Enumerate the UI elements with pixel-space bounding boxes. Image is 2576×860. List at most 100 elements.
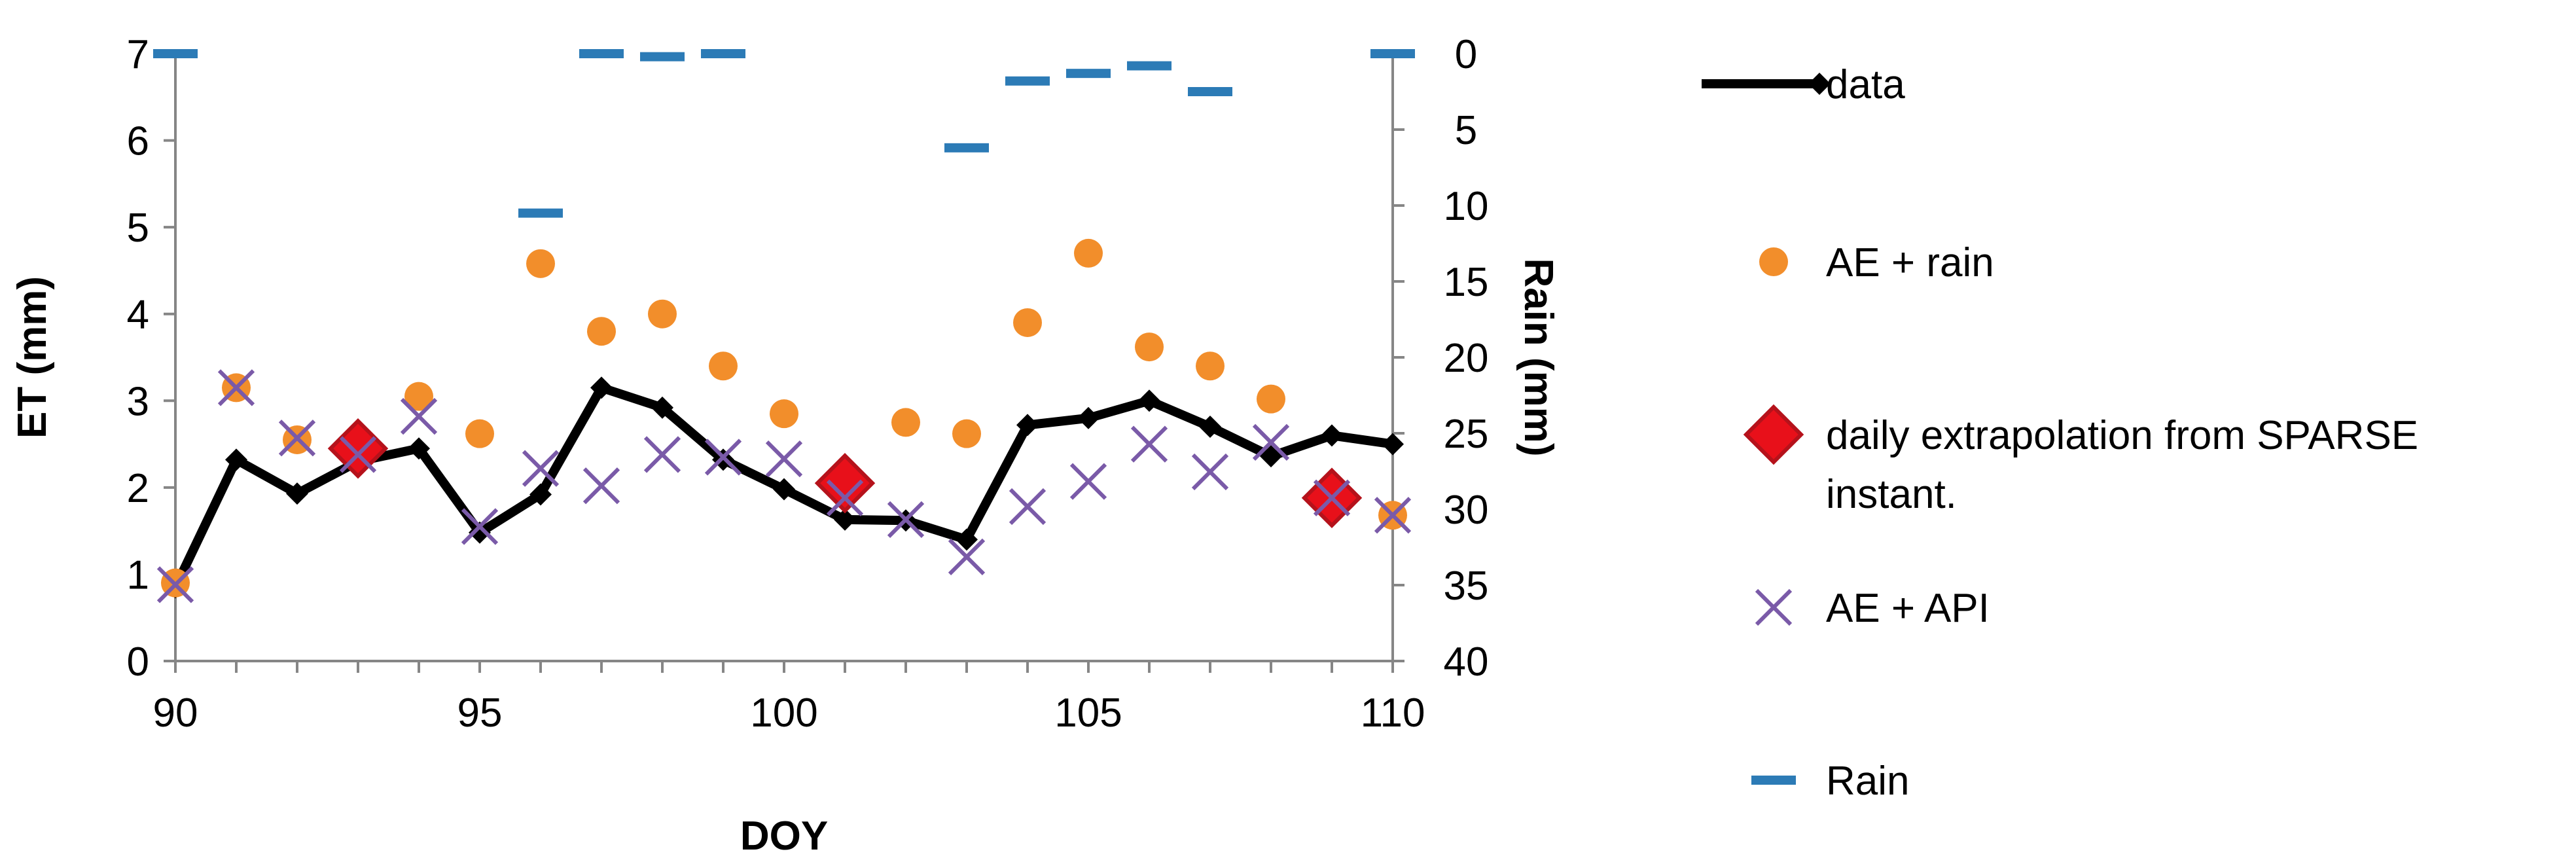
point-cross <box>826 479 864 516</box>
point-line-diamond <box>1199 416 1221 439</box>
legend-swatch-marker <box>1743 404 1804 465</box>
point-circle <box>709 351 738 381</box>
y2-tick-label: 35 <box>1444 564 1489 609</box>
point-line-diamond <box>590 376 613 399</box>
cross-stroke <box>582 467 620 505</box>
point-dash <box>640 52 685 62</box>
point-cross <box>461 508 499 545</box>
cross-stroke <box>1313 479 1351 516</box>
y2-tick-label: 15 <box>1444 260 1489 305</box>
point-cross <box>948 538 986 576</box>
x-axis-title: DOY <box>740 814 828 859</box>
point-dash <box>1127 61 1172 71</box>
point-cross <box>1252 423 1290 461</box>
y2-tick-label: 40 <box>1444 639 1489 685</box>
point-circle <box>648 299 677 329</box>
cross-stroke <box>765 440 803 478</box>
point-cross <box>278 420 316 457</box>
y-tick-label: 1 <box>127 552 149 598</box>
point-line-diamond <box>1016 414 1039 437</box>
legend-item: AE + API <box>1755 586 1990 631</box>
axes-group: 0 1 2 3 4 5 6 7 0 5 10 15 20 25 30 35 40 90 95 100 105 110 ET … <box>10 32 1561 859</box>
point-dash <box>579 49 624 58</box>
legend-label: daily extrapolation from SPARSE instant. <box>1826 413 2418 517</box>
point-cross <box>156 566 194 603</box>
point-circle <box>404 382 433 411</box>
cross-stroke <box>461 508 499 545</box>
point-line-diamond <box>529 483 552 506</box>
point-cross <box>887 501 925 539</box>
point-line-diamond <box>286 482 308 505</box>
legend-swatch-marker <box>1755 588 1793 626</box>
cross-stroke <box>156 566 194 603</box>
point-dash <box>701 49 745 58</box>
point-cross <box>1374 497 1412 534</box>
point-cross <box>400 398 438 435</box>
point-line-diamond <box>408 437 430 460</box>
point-dash <box>518 208 563 218</box>
cross-stroke <box>948 538 986 576</box>
cross-stroke <box>339 436 377 473</box>
cross-stroke <box>1374 497 1412 534</box>
series-ae-rain <box>161 238 1407 598</box>
point-circle <box>526 249 555 278</box>
legend-item: AE + rain <box>1759 240 1994 285</box>
point-diamond <box>327 418 389 479</box>
legend-label: AE + rain <box>1826 240 1994 285</box>
point-circle <box>891 408 920 437</box>
y2-tick-label: 5 <box>1455 108 1477 153</box>
y2-tick-label: 10 <box>1444 184 1489 229</box>
point-cross <box>582 467 620 505</box>
point-dash <box>1066 69 1111 79</box>
point-dash <box>1005 76 1050 86</box>
point-diamond <box>814 452 876 514</box>
y2-tick-label: 25 <box>1444 412 1489 457</box>
point-circle <box>1135 332 1164 362</box>
legend-label: data <box>1826 62 1905 107</box>
y-tick-label: 5 <box>127 206 149 251</box>
point-circle <box>1257 384 1285 414</box>
point-dash <box>153 49 198 58</box>
y-axis-title: ET (mm) <box>10 276 55 439</box>
y-tick-label: 7 <box>127 32 149 77</box>
point-circle <box>465 419 494 448</box>
point-line-diamond <box>773 478 795 501</box>
point-line-diamond <box>1382 433 1404 456</box>
legend-label: Rain <box>1826 759 1910 804</box>
point-line-diamond <box>1138 389 1160 412</box>
point-cross <box>704 439 742 476</box>
y-tick-label: 0 <box>127 639 149 685</box>
point-cross <box>1069 463 1107 500</box>
legend-label: AE + API <box>1826 586 1990 631</box>
legend-swatch-marker <box>1751 776 1796 785</box>
x-tick-label: 90 <box>153 690 198 736</box>
legend-swatch-marker <box>1808 73 1831 95</box>
cross-stroke <box>1191 453 1229 491</box>
point-line-diamond <box>651 396 673 419</box>
point-circle <box>1196 351 1225 381</box>
legend-item: data <box>1702 62 1905 107</box>
cross-stroke <box>400 398 438 435</box>
point-line-diamond <box>1077 406 1100 429</box>
point-cross <box>522 450 560 487</box>
y2-tick-label: 20 <box>1444 336 1489 381</box>
cross-stroke <box>1069 463 1107 500</box>
point-cross <box>1009 488 1046 526</box>
x-tick-label: 100 <box>750 690 817 736</box>
point-dash <box>944 143 989 152</box>
cross-stroke <box>643 436 681 473</box>
point-cross <box>1191 453 1229 491</box>
x-tick-label: 95 <box>457 690 503 736</box>
cross-stroke <box>1252 423 1290 461</box>
legend-label-line: instant. <box>1826 472 1957 517</box>
y-tick-label: 6 <box>127 119 149 164</box>
y2-tick-label: 30 <box>1444 488 1489 533</box>
point-cross <box>643 436 681 473</box>
point-line-diamond <box>1321 424 1343 447</box>
point-dash <box>1188 87 1232 96</box>
cross-stroke <box>1755 588 1793 626</box>
point-circle <box>770 399 798 429</box>
legend-item: Rain <box>1751 759 1910 804</box>
